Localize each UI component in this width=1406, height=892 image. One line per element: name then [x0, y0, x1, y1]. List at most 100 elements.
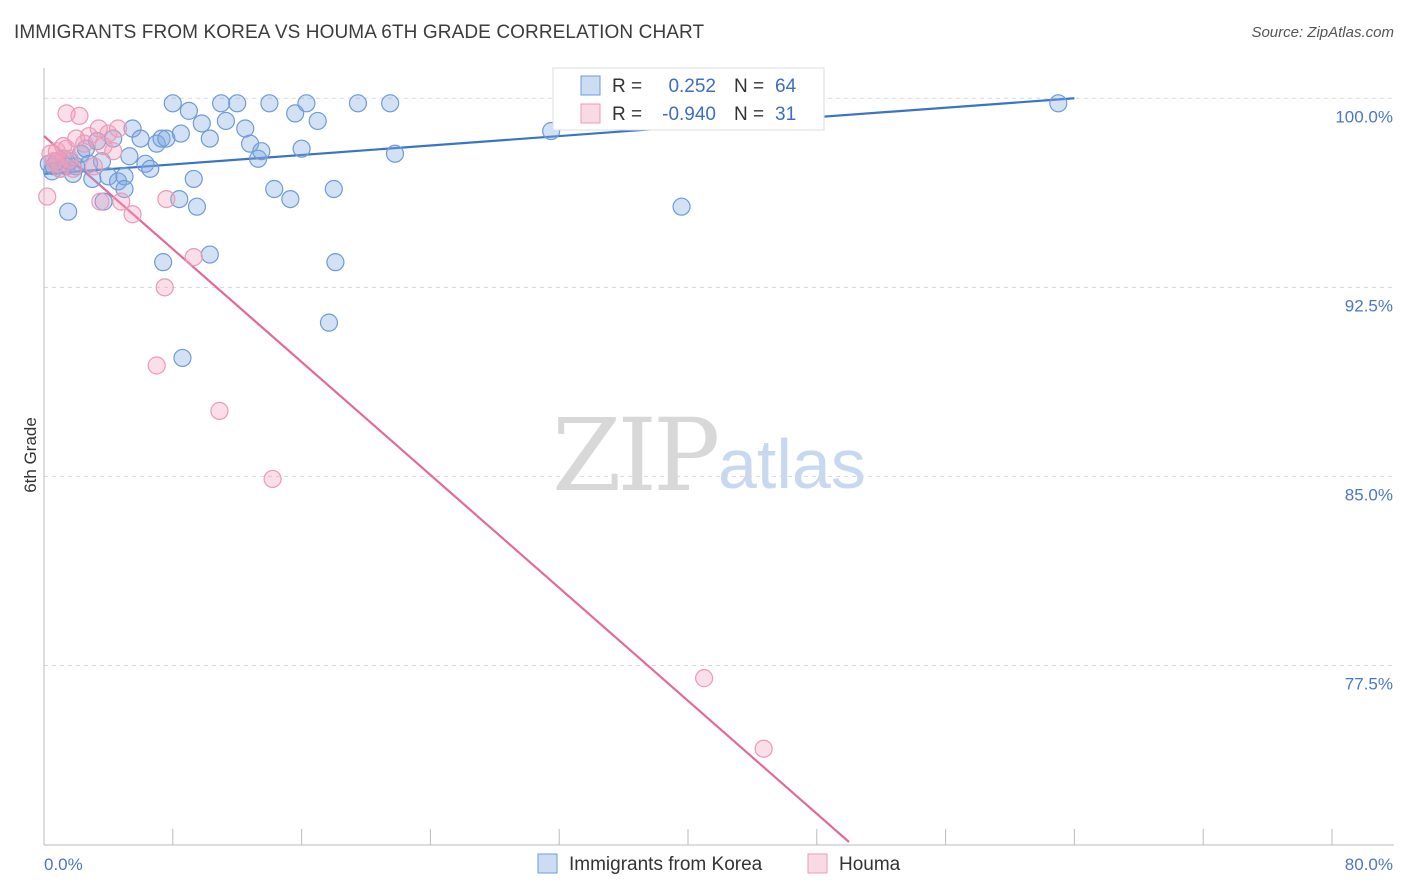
trend-line-houma	[43, 135, 850, 843]
legend-swatch-0	[580, 75, 601, 96]
korea-point-46	[308, 111, 327, 131]
y-tick-label-3: 77.5%	[1345, 675, 1393, 694]
houma-point-29	[263, 469, 282, 489]
korea-point-30	[179, 101, 198, 120]
legend-r-value-0: 0.252	[668, 76, 716, 97]
houma-point-21	[112, 192, 131, 211]
korea-point-48	[381, 94, 400, 113]
x-tick-labels: 0.0% 80.0%	[44, 855, 1393, 874]
korea-point-23	[136, 154, 155, 173]
korea-point-49	[385, 144, 405, 163]
houma-point-18	[47, 154, 66, 173]
bottom-legend-swatch-0	[537, 853, 558, 874]
y-tick-label-1: 92.5%	[1345, 296, 1393, 315]
korea-point-63	[319, 313, 339, 332]
korea-point-36	[228, 94, 247, 113]
bottom-legend: Immigrants from Korea Houma	[537, 853, 901, 875]
korea-point-56	[170, 190, 189, 209]
watermark: ZIP atlas	[552, 397, 866, 514]
korea-point-19	[115, 167, 134, 186]
korea-point-44	[292, 139, 311, 158]
houma-point-24	[57, 104, 76, 123]
korea-point-62	[326, 253, 345, 272]
legend-r-label-0: R =	[612, 76, 642, 97]
bottom-legend-label-0: Immigrants from Korea	[569, 854, 763, 875]
korea-point-65	[672, 197, 691, 216]
legend-n-label-1: N =	[734, 104, 764, 125]
houma-point-17	[108, 119, 128, 138]
houma-point-12	[84, 157, 104, 176]
y-axis-label: 6th Grade	[21, 417, 40, 493]
korea-point-24	[141, 159, 160, 178]
houma-point-30	[694, 669, 714, 688]
korea-point-34	[212, 94, 231, 113]
korea-point-25	[147, 134, 166, 153]
korea-point-53	[59, 202, 78, 221]
source-label: Source: ZipAtlas.com	[1251, 24, 1394, 41]
korea-point-57	[187, 197, 207, 216]
korea-point-61	[200, 245, 219, 264]
korea-point-37	[236, 119, 255, 138]
legend: R = 0.252 N = 64 R = -0.940 N = 31	[552, 67, 825, 131]
bottom-legend-label-1: Houma	[839, 854, 901, 875]
korea-point-47	[348, 94, 368, 113]
houma-point-27	[147, 356, 166, 375]
axes	[43, 68, 1394, 846]
houma-point-23	[157, 190, 176, 209]
x-tick-label-left: 0.0%	[44, 855, 83, 874]
korea-point-43	[286, 104, 305, 123]
korea-point-58	[281, 190, 300, 209]
korea-point-27	[157, 129, 176, 148]
grid-lines	[44, 97, 1394, 667]
houma-point-0	[38, 187, 57, 206]
korea-point-29	[171, 124, 190, 143]
korea-point-42	[265, 179, 284, 199]
houma-point-19	[67, 129, 86, 148]
houma-point-26	[184, 247, 203, 267]
korea-point-22	[131, 129, 150, 148]
legend-n-value-1: 31	[775, 104, 796, 125]
korea-point-31	[184, 169, 203, 189]
legend-r-value-1: -0.940	[662, 104, 716, 125]
houma-point-16	[104, 142, 123, 161]
houma-point-13	[89, 119, 108, 138]
korea-point-33	[200, 129, 219, 148]
korea-point-32	[192, 114, 211, 133]
legend-box	[552, 67, 825, 131]
houma-point-15	[99, 124, 118, 143]
korea-point-20	[120, 147, 139, 166]
houma-point-31	[754, 739, 773, 758]
bottom-legend-swatch-1	[807, 853, 828, 874]
korea-point-45	[297, 94, 316, 113]
houma-point-22	[123, 205, 142, 224]
watermark-zip: ZIP	[552, 397, 717, 514]
korea-point-41	[260, 94, 279, 113]
trend-lines	[43, 97, 1075, 843]
houma-point-8	[63, 159, 83, 178]
legend-n-value-0: 64	[775, 76, 797, 97]
korea-point-52	[1049, 94, 1068, 113]
korea-point-60	[154, 253, 173, 272]
houma-point-25	[155, 278, 174, 297]
x-tick-label-right: 80.0%	[1345, 855, 1393, 874]
houma-point-28	[210, 401, 229, 420]
y-tick-label-2: 85.0%	[1345, 485, 1393, 504]
korea-point-64	[173, 348, 192, 368]
legend-n-label-0: N =	[734, 76, 764, 97]
trend-line-korea	[43, 97, 1075, 175]
legend-swatch-1	[580, 103, 601, 124]
houma-point-20	[91, 192, 110, 211]
korea-point-26	[152, 129, 171, 148]
points	[38, 94, 1068, 758]
korea-point-59	[324, 179, 343, 199]
korea-point-16	[99, 167, 118, 186]
watermark-atlas: atlas	[718, 425, 866, 503]
y-tick-label-0: 100.0%	[1335, 107, 1393, 126]
page-title: IMMIGRANTS FROM KOREA VS HOUMA 6TH GRADE…	[14, 22, 705, 43]
legend-r-label-1: R =	[612, 104, 642, 125]
korea-point-17	[104, 129, 123, 148]
y-tick-labels: 100.0% 92.5% 85.0% 77.5%	[1335, 107, 1393, 693]
korea-point-40	[252, 142, 271, 161]
korea-point-35	[216, 111, 236, 131]
